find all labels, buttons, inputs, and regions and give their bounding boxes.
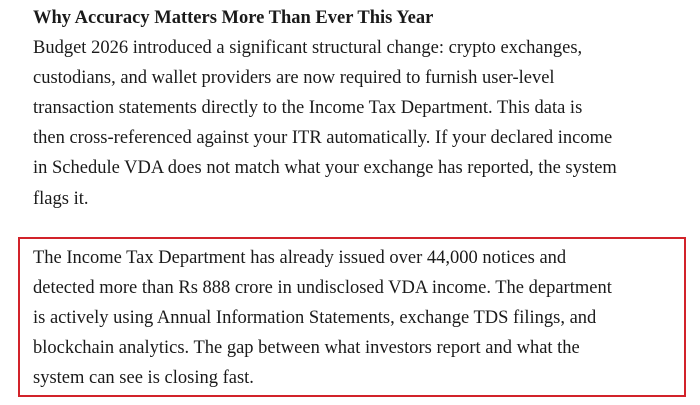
section-heading: Why Accuracy Matters More Than Ever This…: [33, 8, 434, 28]
highlight-line: blockchain analytics. The gap between wh…: [33, 338, 580, 359]
paragraph-line: custodians, and wallet providers are now…: [33, 68, 555, 89]
highlight-line: is actively using Annual Information Sta…: [33, 308, 597, 329]
paragraph-line: then cross-referenced against your ITR a…: [33, 128, 613, 149]
paragraph-line: Budget 2026 introduced a significant str…: [33, 38, 583, 58]
highlight-line: The Income Tax Department has already is…: [33, 248, 567, 268]
paragraph-line: in Schedule VDA does not match what your…: [33, 158, 617, 179]
highlight-line: system can see is closing fast.: [33, 368, 254, 389]
highlight-box: [18, 237, 686, 397]
paragraph-line: flags it.: [33, 188, 89, 209]
paragraph-line: transaction statements directly to the I…: [33, 98, 583, 119]
highlight-line: detected more than Rs 888 crore in undis…: [33, 278, 612, 299]
